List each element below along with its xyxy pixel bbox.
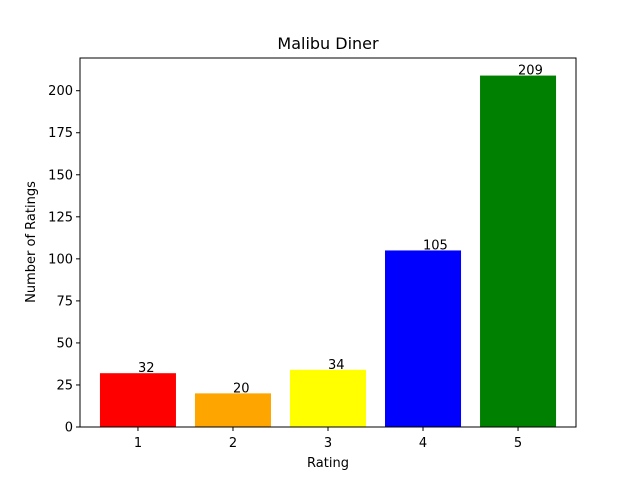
- y-tick-label-50: 50: [56, 336, 73, 351]
- y-tick-label-100: 100: [48, 252, 73, 267]
- y-tick-label-150: 150: [48, 168, 73, 183]
- x-tick-label-5: 5: [514, 436, 522, 451]
- data-label-5: 209: [518, 64, 543, 79]
- data-label-3: 34: [328, 358, 345, 373]
- x-tick-label-1: 1: [134, 436, 142, 451]
- bar-3: [289, 369, 367, 427]
- x-axis-label: Rating: [307, 456, 349, 471]
- x-tick-label-2: 2: [229, 436, 237, 451]
- bar-4: [385, 250, 462, 427]
- y-axis-label: Number of Ratings: [24, 181, 39, 303]
- x-tick-label-4: 4: [419, 436, 427, 451]
- y-tick-label-175: 175: [48, 126, 73, 141]
- data-label-1: 32: [138, 361, 155, 376]
- bar-2: [194, 393, 271, 427]
- x-tick-label-3: 3: [324, 436, 332, 451]
- data-label-4: 105: [423, 238, 448, 253]
- y-tick-label-75: 75: [56, 294, 73, 309]
- y-tick-label-25: 25: [56, 378, 73, 393]
- bar-1: [99, 373, 176, 427]
- y-tick-label-200: 200: [48, 84, 73, 99]
- bar-5: [480, 75, 557, 428]
- chart-title: Malibu Diner: [277, 34, 379, 53]
- y-tick-label-125: 125: [48, 210, 73, 225]
- data-label-2: 20: [233, 381, 250, 396]
- y-tick-label-0: 0: [65, 421, 73, 436]
